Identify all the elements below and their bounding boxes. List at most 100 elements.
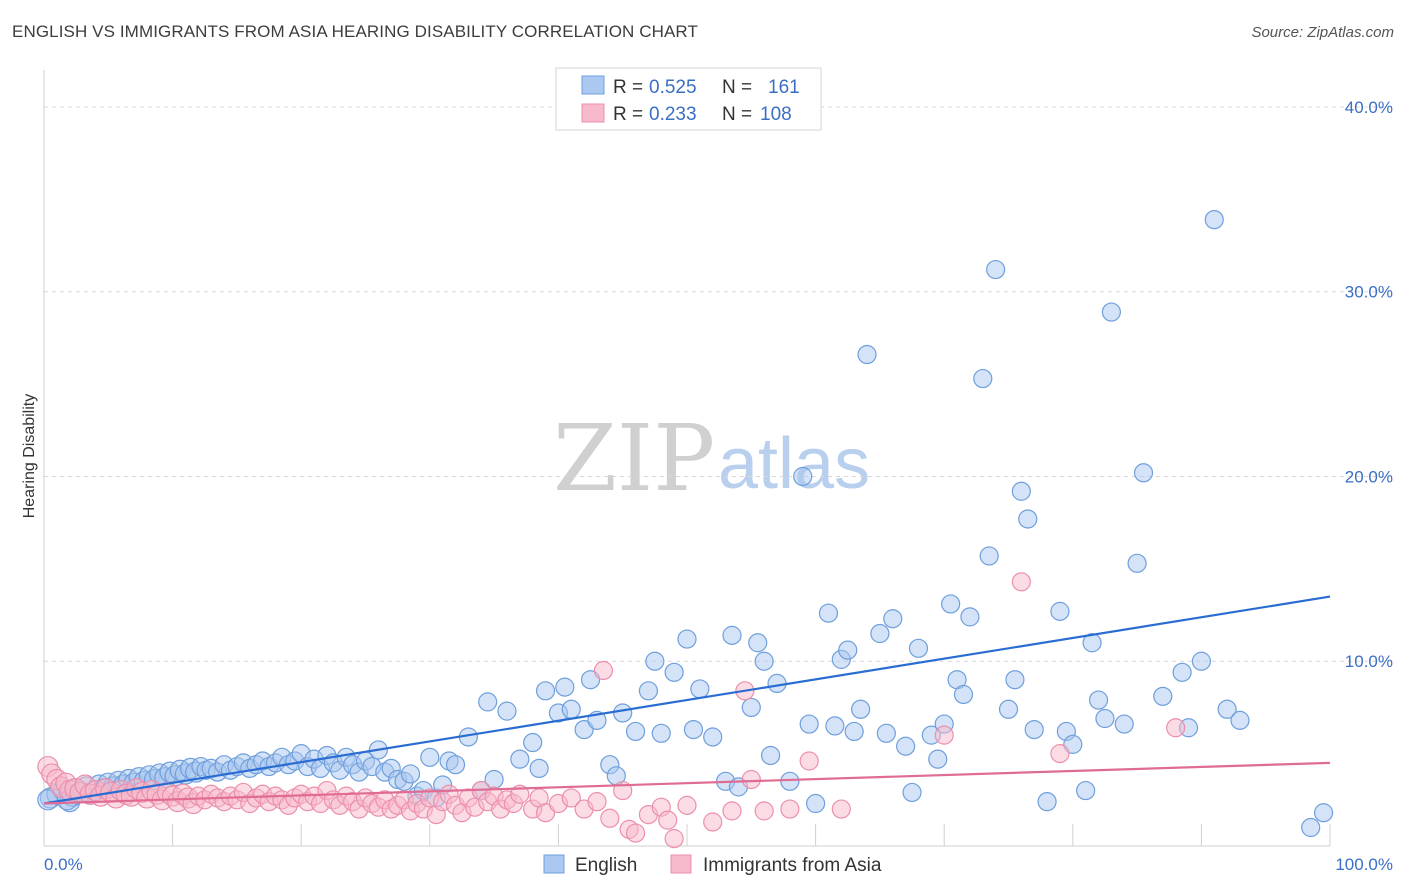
english-point-126	[941, 594, 961, 614]
english-point-137	[1024, 719, 1044, 740]
english-point-133	[998, 699, 1019, 719]
english-point-78	[529, 758, 549, 779]
english-point-94	[677, 629, 697, 649]
legend-asia-r-value: 0.233	[649, 104, 697, 125]
english-point-77	[523, 732, 543, 753]
english-point-129	[960, 607, 980, 627]
english-point-119	[883, 609, 903, 629]
english-point-95	[683, 719, 704, 740]
asia-point-89	[600, 808, 620, 828]
english-point-154	[1204, 210, 1224, 230]
tick-labels: 10.0% 20.0% 30.0% 40.0% 0.0% 100.0%	[44, 98, 1393, 874]
english-point-63	[400, 764, 421, 784]
bottom-legend-english: English	[575, 855, 637, 876]
english-point-139	[1050, 601, 1070, 621]
bottom-legend-swatch-english	[543, 854, 565, 874]
legend-swatch-english	[581, 75, 605, 95]
english-point-106	[780, 771, 800, 791]
y-axis-title: Hearing Disability	[21, 394, 38, 519]
english-point-146	[1101, 302, 1121, 322]
english-point-88	[613, 703, 633, 723]
english-point-79	[535, 681, 556, 701]
english-point-73	[478, 692, 498, 712]
english-point-138	[1037, 792, 1057, 812]
asia-point-106	[934, 725, 954, 745]
watermark-atlas: atlas	[718, 424, 870, 504]
asia-point-87	[587, 792, 607, 812]
asia-point-104	[799, 751, 819, 771]
english-point-122	[908, 638, 929, 658]
english-point-105	[767, 673, 787, 694]
bottom-legend-swatch-asia	[670, 854, 692, 874]
english-point-153	[1191, 651, 1212, 671]
asia-point-101	[741, 769, 761, 790]
y-tick-label-1: 20.0%	[1345, 467, 1393, 486]
axis-layer	[43, 70, 1330, 847]
y-tick-label-3: 40.0%	[1345, 98, 1393, 117]
x-tick-label-0: 0.0%	[44, 855, 83, 874]
legend-english-r-value: 0.525	[649, 77, 697, 98]
english-point-155	[1217, 699, 1237, 719]
english-point-132	[986, 259, 1006, 280]
english-point-93	[664, 662, 684, 682]
english-point-120	[896, 736, 916, 756]
english-point-66	[420, 747, 440, 767]
top-legend: R = 0.525 N = 161 R = 0.233 N = 108	[555, 67, 822, 131]
x-tick-label-1: 100.0%	[1335, 855, 1393, 874]
legend-english-n-value: 161	[768, 77, 800, 98]
english-point-150	[1153, 686, 1173, 706]
legend-asia-r-label: R =	[613, 104, 643, 125]
asia-point-88	[593, 660, 614, 681]
english-point-116	[857, 344, 877, 365]
english-point-114	[844, 721, 864, 742]
english-point-144	[1088, 690, 1109, 710]
asia-point-85	[561, 788, 581, 808]
english-point-158	[1313, 803, 1334, 823]
legend-english-n-label: N =	[722, 77, 752, 98]
asia-point-99	[722, 801, 742, 821]
asia-point-97	[677, 795, 697, 815]
english-point-82	[561, 699, 581, 719]
english-trend-line	[43, 595, 1331, 805]
english-point-110	[818, 603, 839, 623]
asia-trend-line	[43, 761, 1331, 805]
english-point-156	[1230, 710, 1250, 730]
english-point-102	[748, 633, 768, 653]
english-point-90	[638, 681, 659, 701]
english-point-103	[754, 651, 774, 671]
english-point-101	[741, 697, 761, 718]
english-point-148	[1127, 553, 1147, 573]
english-point-142	[1076, 780, 1096, 801]
watermark: ZIP atlas	[553, 405, 870, 512]
asia-point-107	[1011, 572, 1031, 592]
english-point-111	[825, 716, 845, 736]
english-point-97	[703, 727, 723, 747]
english-point-149	[1133, 463, 1154, 483]
bottom-legend: English Immigrants from Asia	[543, 854, 882, 876]
english-point-70	[445, 755, 466, 775]
asia-point-96	[664, 829, 684, 849]
asia-point-80	[510, 784, 530, 804]
english-point-131	[979, 546, 999, 566]
english-point-124	[928, 749, 948, 769]
english-point-128	[953, 684, 974, 705]
english-point-84	[580, 670, 601, 690]
english-point-76	[510, 749, 530, 769]
english-point-99	[722, 625, 742, 645]
legend-asia-n-value: 108	[760, 104, 792, 125]
trend-layer	[43, 595, 1331, 805]
english-point-135	[1011, 481, 1031, 501]
asia-point-98	[703, 812, 723, 832]
english-point-115	[851, 699, 871, 719]
legend-swatch-asia	[581, 103, 605, 123]
asia-point-102	[754, 801, 774, 821]
english-point-92	[651, 723, 671, 743]
english-point-91	[645, 651, 665, 671]
y-tick-label-2: 30.0%	[1345, 283, 1393, 302]
english-point-157	[1301, 817, 1321, 838]
watermark-zip: ZIP	[553, 405, 715, 512]
english-point-141	[1063, 734, 1083, 754]
english-point-117	[870, 623, 890, 644]
asia-point-109	[1166, 718, 1186, 738]
english-point-107	[793, 466, 813, 487]
